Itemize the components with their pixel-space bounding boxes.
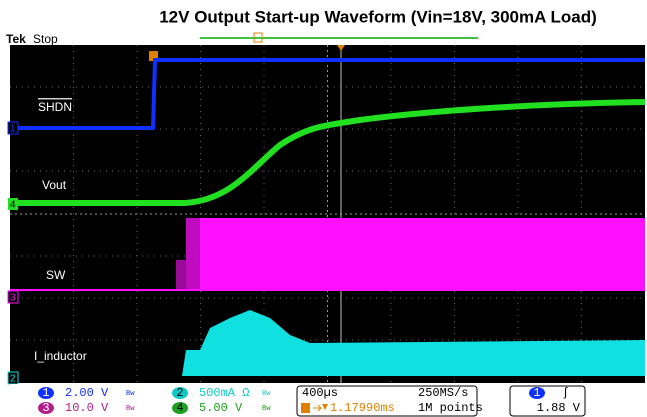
channel-marker: 3 [10, 293, 16, 304]
trace-label: SW [46, 268, 66, 282]
ch-badge: 1 [42, 386, 49, 400]
trigger-slope: ʃ [562, 386, 569, 400]
timebase: 400µs [302, 386, 338, 400]
channel-marker: 2 [10, 374, 16, 385]
timebase-box [296, 385, 478, 417]
vout-trace [10, 99, 646, 206]
bw-flag: Bw [262, 405, 271, 413]
ch-scale: 500mA Ω [199, 386, 249, 400]
ch-badge: 4 [176, 401, 183, 415]
ch-scale: 2.00 V [65, 386, 109, 400]
trace-label: Vout [42, 178, 67, 192]
trigger-level: 1.88 V [537, 401, 581, 415]
ch-scale: 10.0 V [65, 401, 109, 415]
title: 12V Output Start-up Waveform (Vin=18V, 3… [159, 7, 597, 26]
inductor-current-trace [10, 310, 645, 376]
trigger-marker [337, 45, 345, 51]
trigger-box [509, 385, 586, 417]
ch-badge: 2 [176, 386, 183, 400]
channel-marker: 4 [10, 200, 16, 211]
channel-marker: 1 [10, 124, 16, 135]
sample-rate: 250MS/s [418, 386, 468, 400]
ch-scale: 5.00 V [199, 401, 243, 415]
sw-trace [10, 218, 645, 291]
bw-flag: Bw [126, 390, 135, 398]
trace-label: I_inductor [34, 349, 87, 363]
arrow-icon [322, 404, 328, 410]
trigger-icon [301, 403, 310, 413]
record-window [253, 32, 263, 43]
trigger-position: 1.17990ms [330, 401, 395, 415]
trigger-channel: 1 [533, 386, 540, 400]
trace-label: SHDN [38, 100, 72, 114]
bw-flag: Bw [126, 405, 135, 413]
run-status: Stop [33, 32, 58, 46]
ch-badge: 3 [42, 401, 49, 415]
shdn-trace [10, 58, 645, 130]
bw-flag: Bw [262, 390, 271, 398]
trigger-point [149, 51, 158, 61]
brand: Tek [6, 32, 26, 46]
record-length: 1M points [418, 401, 483, 415]
arrow-icon [313, 404, 322, 412]
